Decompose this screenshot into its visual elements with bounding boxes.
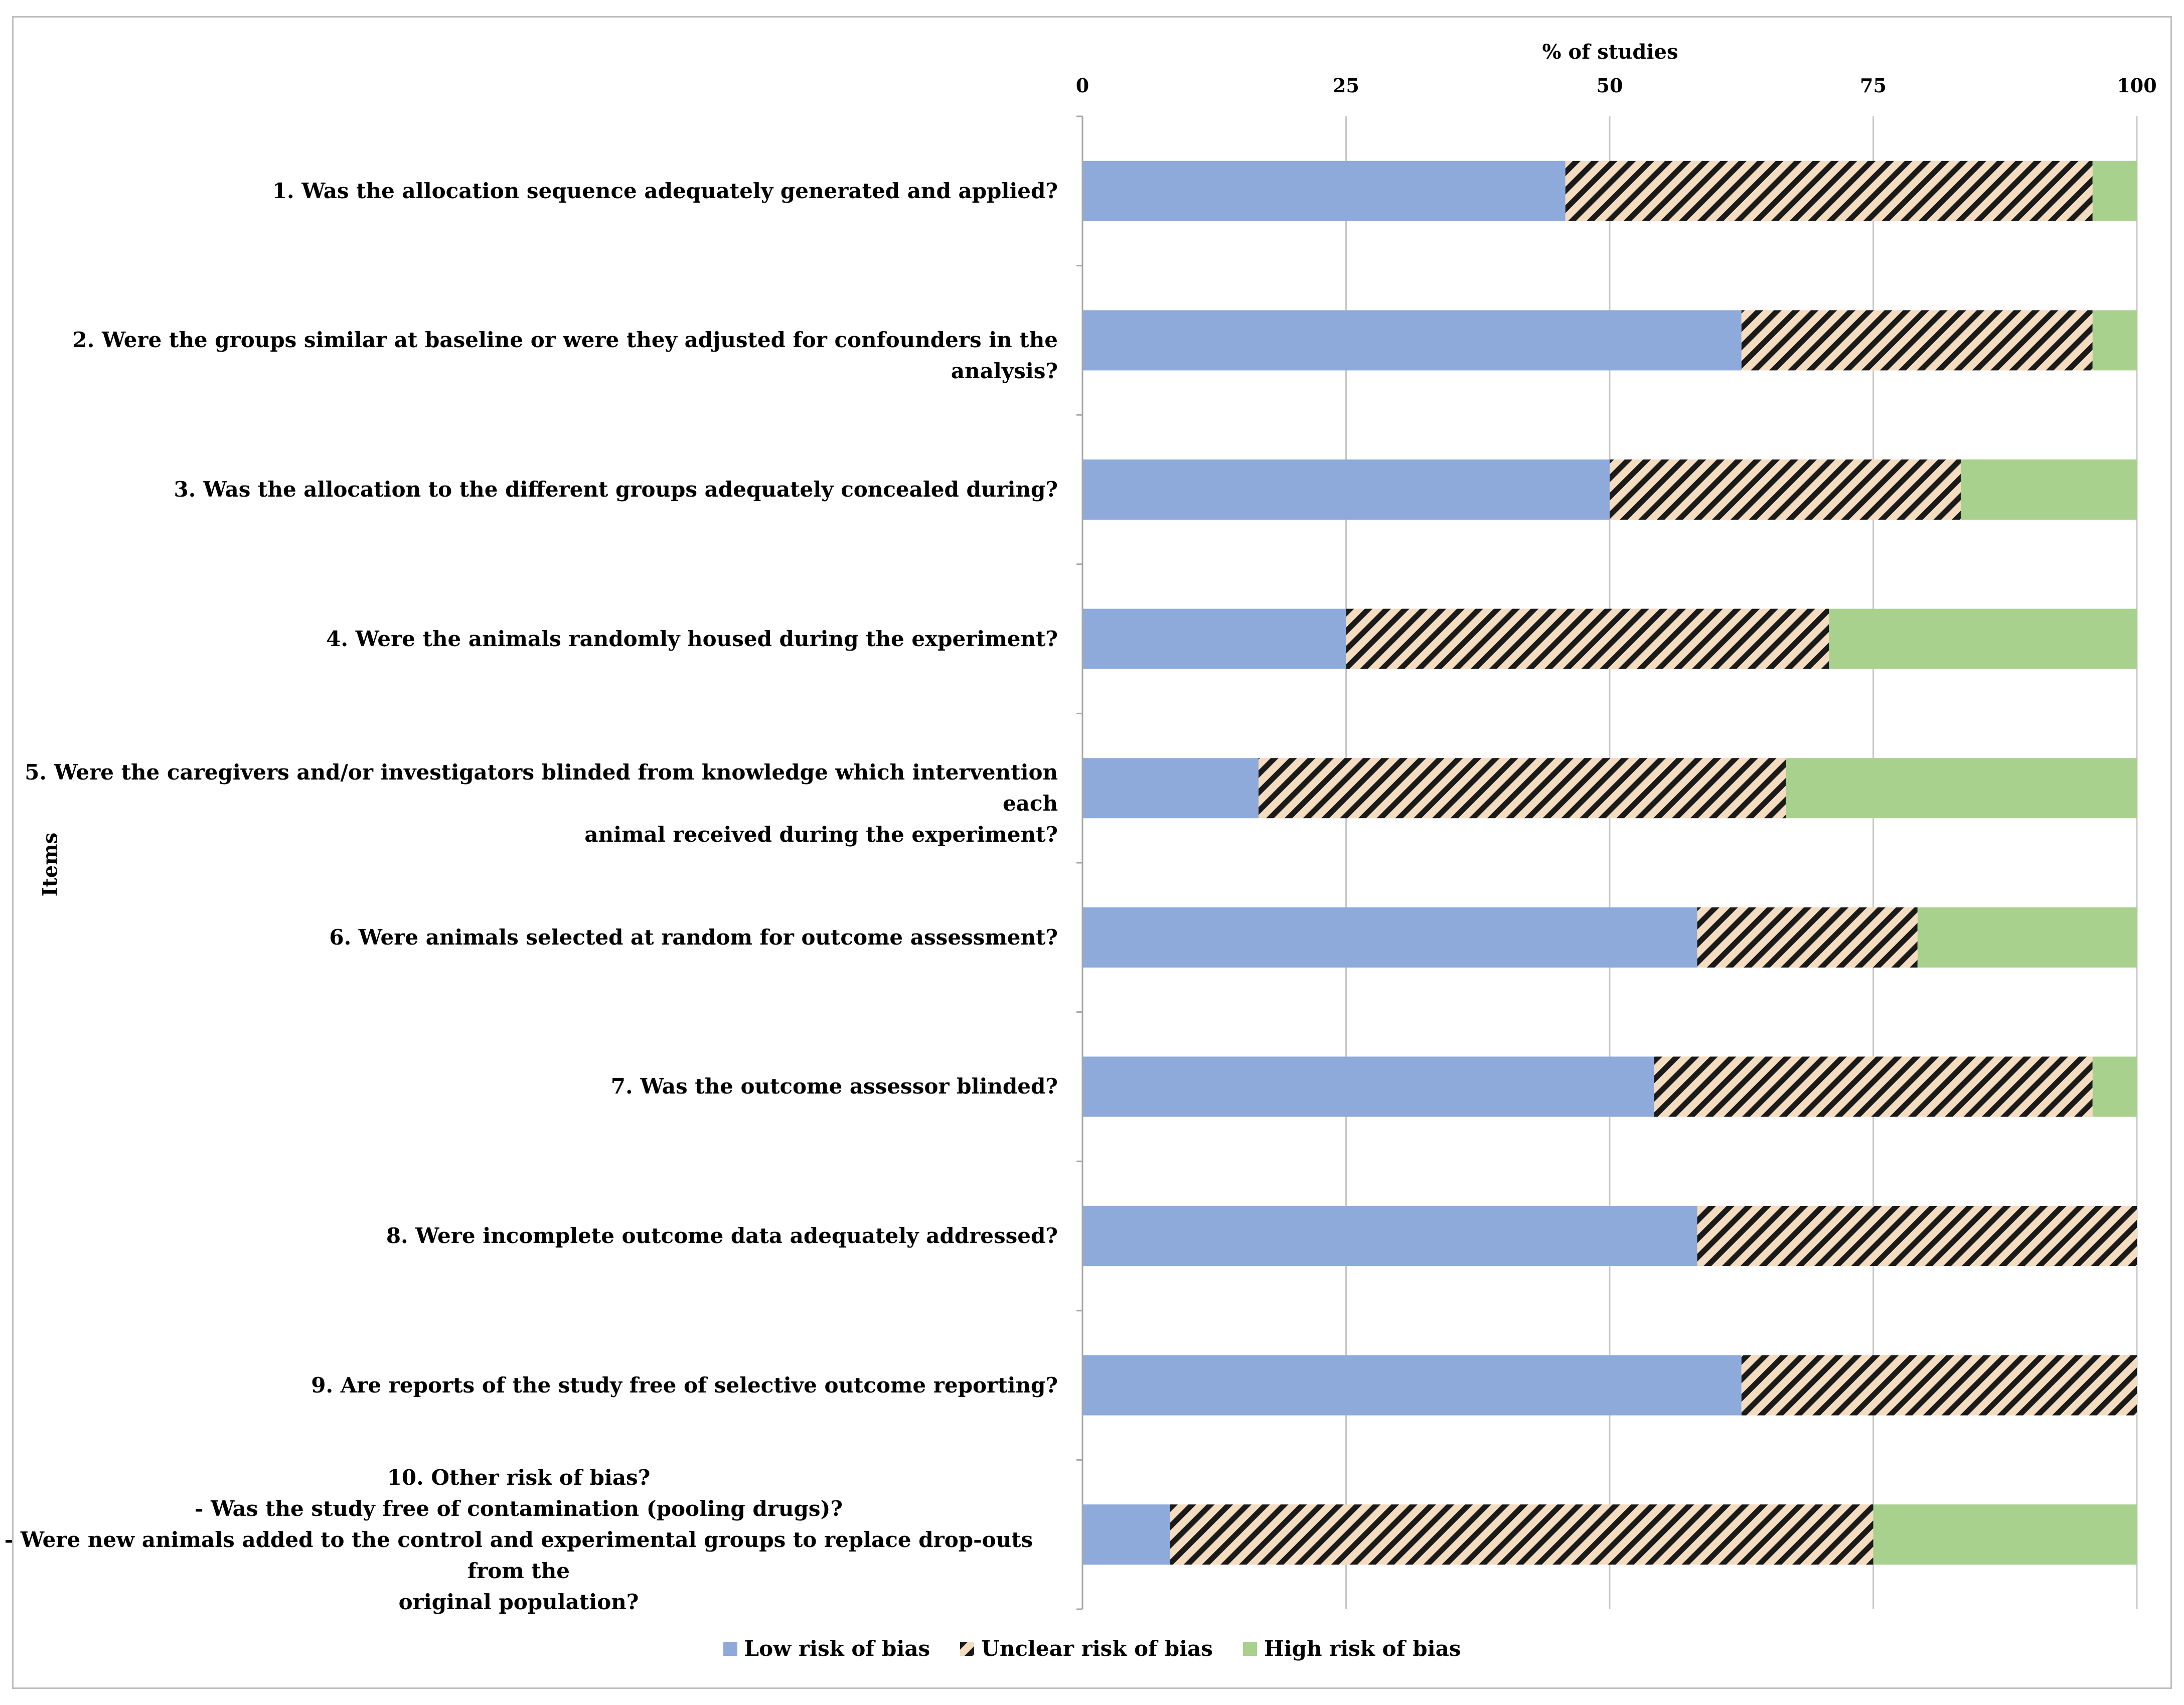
category-label-line: 7. Was the outcome assessor blinded? xyxy=(610,1074,1058,1099)
legend-item-low: Low risk of bias xyxy=(723,1636,930,1661)
bar-high-item-10 xyxy=(1873,1504,2137,1565)
bar-low-item-7 xyxy=(1082,1056,1654,1117)
legend-label-high: High risk of bias xyxy=(1264,1636,1461,1661)
legend-item-unclear: Unclear risk of bias xyxy=(960,1636,1213,1661)
category-label-4: 4. Were the animals randomly housed duri… xyxy=(0,624,1058,655)
bar-low-item-6 xyxy=(1082,907,1697,968)
bar-low-item-2 xyxy=(1082,310,1742,371)
category-label-line: 2. Were the groups similar at baseline o… xyxy=(72,328,1058,384)
bar-low-item-9 xyxy=(1082,1355,1742,1416)
bar-unclear-item-2 xyxy=(1741,310,2093,371)
legend-swatch-low xyxy=(723,1641,737,1656)
bar-unclear-item-3 xyxy=(1610,459,1961,520)
category-label-1: 1. Was the allocation sequence adequatel… xyxy=(0,176,1058,207)
legend-item-high: High risk of bias xyxy=(1242,1636,1461,1661)
bar-low-item-10 xyxy=(1082,1504,1170,1565)
bar-unclear-item-9 xyxy=(1741,1355,2137,1416)
category-label-line: 3. Was the allocation to the different g… xyxy=(174,477,1058,502)
x-tick-label: 50 xyxy=(1596,74,1623,97)
bar-unclear-item-7 xyxy=(1654,1056,2093,1117)
category-label-line: 8. Were incomplete outcome data adequate… xyxy=(386,1223,1058,1248)
category-label-3: 3. Was the allocation to the different g… xyxy=(0,474,1058,505)
bar-unclear-item-4 xyxy=(1346,608,1829,669)
category-label-line: 1. Was the allocation sequence adequatel… xyxy=(272,178,1058,203)
category-label-line: 5. Were the caregivers and/or investigat… xyxy=(25,760,1058,816)
category-label-10: 10. Other risk of bias? - Was the study f… xyxy=(0,1462,1058,1618)
category-label-line: 9. Are reports of the study free of sele… xyxy=(311,1372,1058,1398)
legend-label-unclear: Unclear risk of bias xyxy=(981,1636,1213,1661)
bar-low-item-8 xyxy=(1082,1206,1697,1266)
category-label-line: 10. Other risk of bias? xyxy=(387,1465,651,1490)
legend-label-low: Low risk of bias xyxy=(744,1636,930,1661)
category-label-line: - Were new animals added to the control … xyxy=(4,1527,1033,1584)
category-label-line: - Was the study free of contamination (p… xyxy=(195,1496,843,1521)
bar-high-item-2 xyxy=(2092,310,2137,371)
bar-high-item-1 xyxy=(2092,161,2137,221)
bar-unclear-item-5 xyxy=(1259,758,1786,819)
x-tick-label: 25 xyxy=(1333,74,1359,97)
category-label-line: 4. Were the animals randomly housed duri… xyxy=(326,626,1058,651)
category-label-5: 5. Were the caregivers and/or investigat… xyxy=(0,757,1058,850)
bar-high-item-5 xyxy=(1786,758,2137,819)
category-label-line: animal received during the experiment? xyxy=(584,822,1058,847)
bar-low-item-4 xyxy=(1082,608,1346,669)
bar-low-item-3 xyxy=(1082,459,1610,520)
x-tick-label: 0 xyxy=(1075,74,1089,97)
category-label-7: 7. Was the outcome assessor blinded? xyxy=(0,1071,1058,1102)
bar-low-item-5 xyxy=(1082,758,1259,819)
category-label-line: 6. Were animals selected at random for o… xyxy=(329,924,1058,950)
bar-low-item-1 xyxy=(1082,161,1566,221)
bar-unclear-item-10 xyxy=(1170,1504,1874,1565)
bar-unclear-item-1 xyxy=(1565,161,2093,221)
bar-high-item-7 xyxy=(2092,1056,2137,1117)
x-axis-title: % of studies xyxy=(1542,40,1678,64)
bar-high-item-6 xyxy=(1917,907,2137,968)
x-tick-label: 75 xyxy=(1860,74,1887,97)
legend: Low risk of bias Unclear risk of bias Hi… xyxy=(0,1636,2184,1661)
category-label-line: original population? xyxy=(398,1590,639,1615)
legend-swatch-high xyxy=(1242,1641,1257,1656)
category-label-9: 9. Are reports of the study free of sele… xyxy=(0,1370,1058,1401)
bar-high-item-3 xyxy=(1960,459,2137,520)
bar-unclear-item-6 xyxy=(1697,907,1918,968)
category-label-8: 8. Were incomplete outcome data adequate… xyxy=(0,1220,1058,1252)
legend-swatch-unclear xyxy=(960,1641,975,1656)
category-label-6: 6. Were animals selected at random for o… xyxy=(0,922,1058,953)
bar-unclear-item-8 xyxy=(1697,1206,2137,1266)
x-tick-label: 100 xyxy=(2117,74,2157,97)
category-label-2: 2. Were the groups similar at baseline o… xyxy=(0,325,1058,387)
bar-high-item-4 xyxy=(1829,608,2137,669)
